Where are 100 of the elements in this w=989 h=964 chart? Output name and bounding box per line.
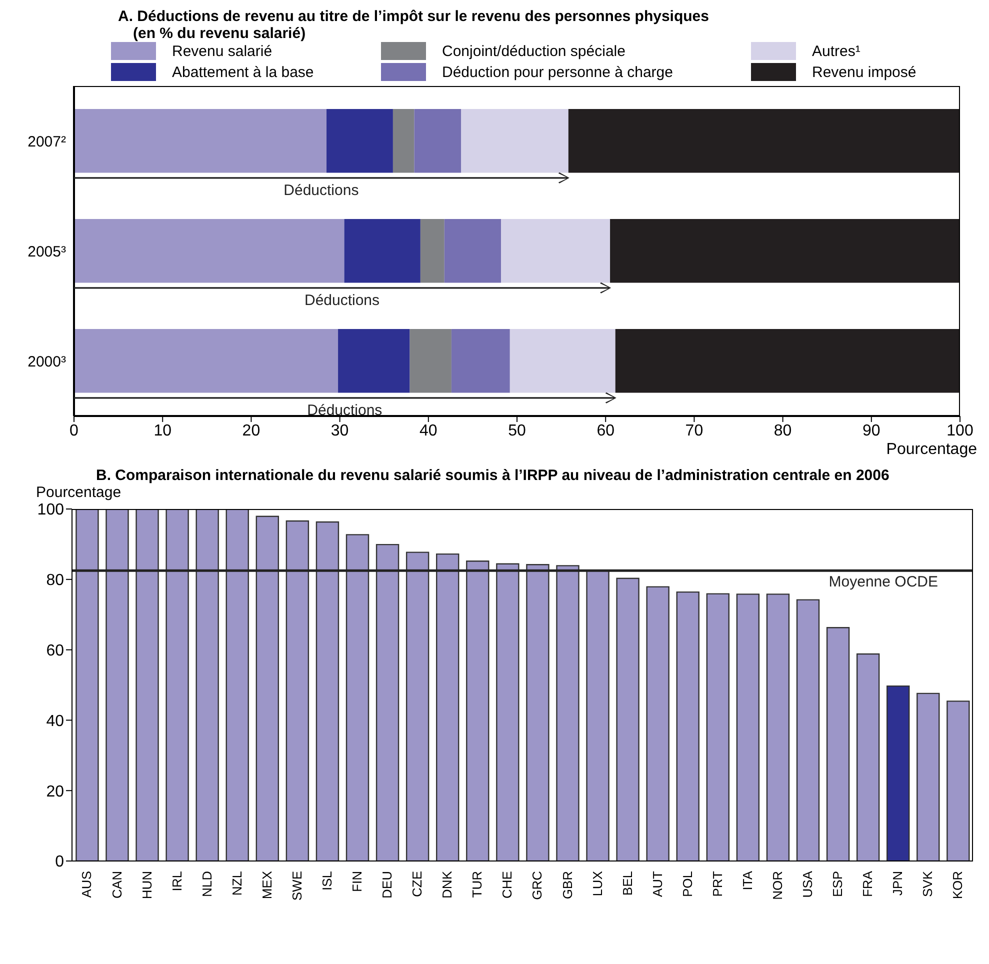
bar: [646, 586, 670, 861]
bar: [166, 509, 189, 861]
bar: [916, 692, 940, 861]
y-tick-label: 100: [37, 502, 64, 519]
bar: [376, 544, 400, 861]
bar: [766, 594, 790, 861]
bar: [615, 329, 960, 393]
x-tick-label: CHE: [500, 870, 515, 898]
bar: [676, 591, 700, 861]
bar: [226, 509, 249, 861]
bar: [406, 552, 430, 861]
bar: [886, 685, 910, 861]
x-tick-label: 30: [330, 422, 349, 440]
x-tick-label: LUX: [590, 870, 605, 896]
bar: [556, 565, 580, 861]
annotation: Déductions: [304, 292, 380, 309]
x-tick-label: TUR: [470, 871, 485, 898]
bar: [610, 219, 960, 283]
x-tick-label: AUT: [650, 870, 665, 897]
bar: [736, 594, 760, 861]
x-tick-label: 90: [862, 422, 880, 440]
bar: [568, 109, 960, 173]
ref-line-label: Moyenne OCDE: [828, 573, 938, 590]
x-tick-label: BEL: [620, 871, 635, 896]
bar: [106, 509, 129, 861]
legend-label: Abattement à la base: [172, 64, 314, 80]
bar: [586, 570, 610, 861]
x-tick-label: FRA: [860, 870, 876, 897]
x-tick-label: DEU: [380, 871, 395, 898]
x-tick-label: 100: [946, 422, 974, 440]
bar: [414, 109, 462, 173]
bar: [256, 516, 280, 861]
bar: [338, 329, 410, 393]
bar: [76, 509, 99, 861]
bar: [706, 593, 730, 861]
bar: [436, 553, 460, 861]
x-tick-label: CAN: [109, 871, 124, 898]
x-tick-label: GBR: [560, 871, 575, 900]
x-axis-title: Pourcentage: [886, 441, 977, 459]
annotation: Déductions: [284, 182, 359, 199]
x-tick-label: PRT: [710, 870, 725, 897]
bar: [501, 219, 610, 283]
y-tick-label: 2005³: [28, 243, 66, 260]
x-tick-label: ESP: [830, 871, 846, 898]
x-tick-label: AUS: [79, 870, 94, 898]
bar: [392, 109, 414, 173]
bar: [856, 653, 880, 861]
legend-label: Revenu salarié: [172, 42, 272, 60]
x-tick-label: MEX: [259, 870, 274, 900]
x-tick-label: NOR: [770, 871, 786, 900]
bar: [496, 563, 520, 861]
y-tick-label: 2007²: [28, 133, 66, 150]
chart-subtitle: (en % du revenu salarié): [133, 25, 307, 42]
bar: [461, 109, 568, 173]
y-tick-label: 60: [46, 642, 64, 660]
x-tick-label: POL: [680, 871, 695, 898]
x-tick-label: CZE: [410, 870, 425, 897]
legend-label: Autres¹: [812, 42, 860, 60]
x-tick-label: ITA: [740, 870, 755, 890]
annotation: Déductions: [307, 402, 382, 419]
bar: [946, 700, 970, 861]
legend-label: Revenu imposé: [812, 64, 916, 80]
bar: [196, 509, 219, 861]
legend-label: Déduction pour personne à charge: [442, 64, 673, 80]
chart-title: A. Déductions de revenu au titre de l’impôt sur le revenu des personnes physiques: [118, 8, 710, 25]
bar: [316, 521, 340, 861]
x-tick-label: HUN: [139, 871, 154, 900]
bar: [420, 219, 444, 283]
x-tick-label: NZL: [229, 871, 244, 896]
x-tick-label: 70: [685, 422, 704, 440]
y-tick-label: 0: [55, 854, 64, 871]
x-tick-label: DNK: [440, 870, 455, 898]
bar: [344, 219, 420, 283]
x-tick-label: USA: [800, 870, 816, 898]
bar: [451, 329, 510, 393]
x-tick-label: 50: [508, 422, 526, 440]
bar: [526, 564, 550, 861]
bar: [410, 329, 452, 393]
x-tick-label: ISL: [320, 871, 335, 891]
y-tick-label: 40: [46, 712, 64, 730]
bar: [136, 509, 159, 861]
bar: [346, 534, 370, 861]
x-tick-label: 60: [596, 422, 615, 440]
x-tick-label: 80: [774, 422, 792, 440]
x-tick-label: 40: [420, 422, 438, 440]
x-tick-label: GRC: [530, 871, 545, 900]
bar: [510, 329, 616, 393]
x-tick-label: 0: [70, 422, 79, 440]
bar: [466, 560, 490, 861]
y-tick-label: 2000³: [28, 353, 66, 370]
x-tick-label: 10: [154, 422, 172, 440]
x-tick-label: IRL: [169, 871, 184, 892]
y-axis-title: Pourcentage: [36, 484, 122, 501]
x-tick-label: JPN: [890, 871, 906, 896]
bar: [286, 520, 310, 861]
chart-title: B. Comparaison internationale du revenu salarié soumis à l’IRPP au niveau de l’administration centrale en 2006: [96, 467, 890, 484]
bar: [444, 219, 502, 283]
bar: [326, 109, 393, 173]
x-tick-label: FIN: [350, 871, 365, 892]
x-tick-label: KOR: [950, 871, 966, 900]
